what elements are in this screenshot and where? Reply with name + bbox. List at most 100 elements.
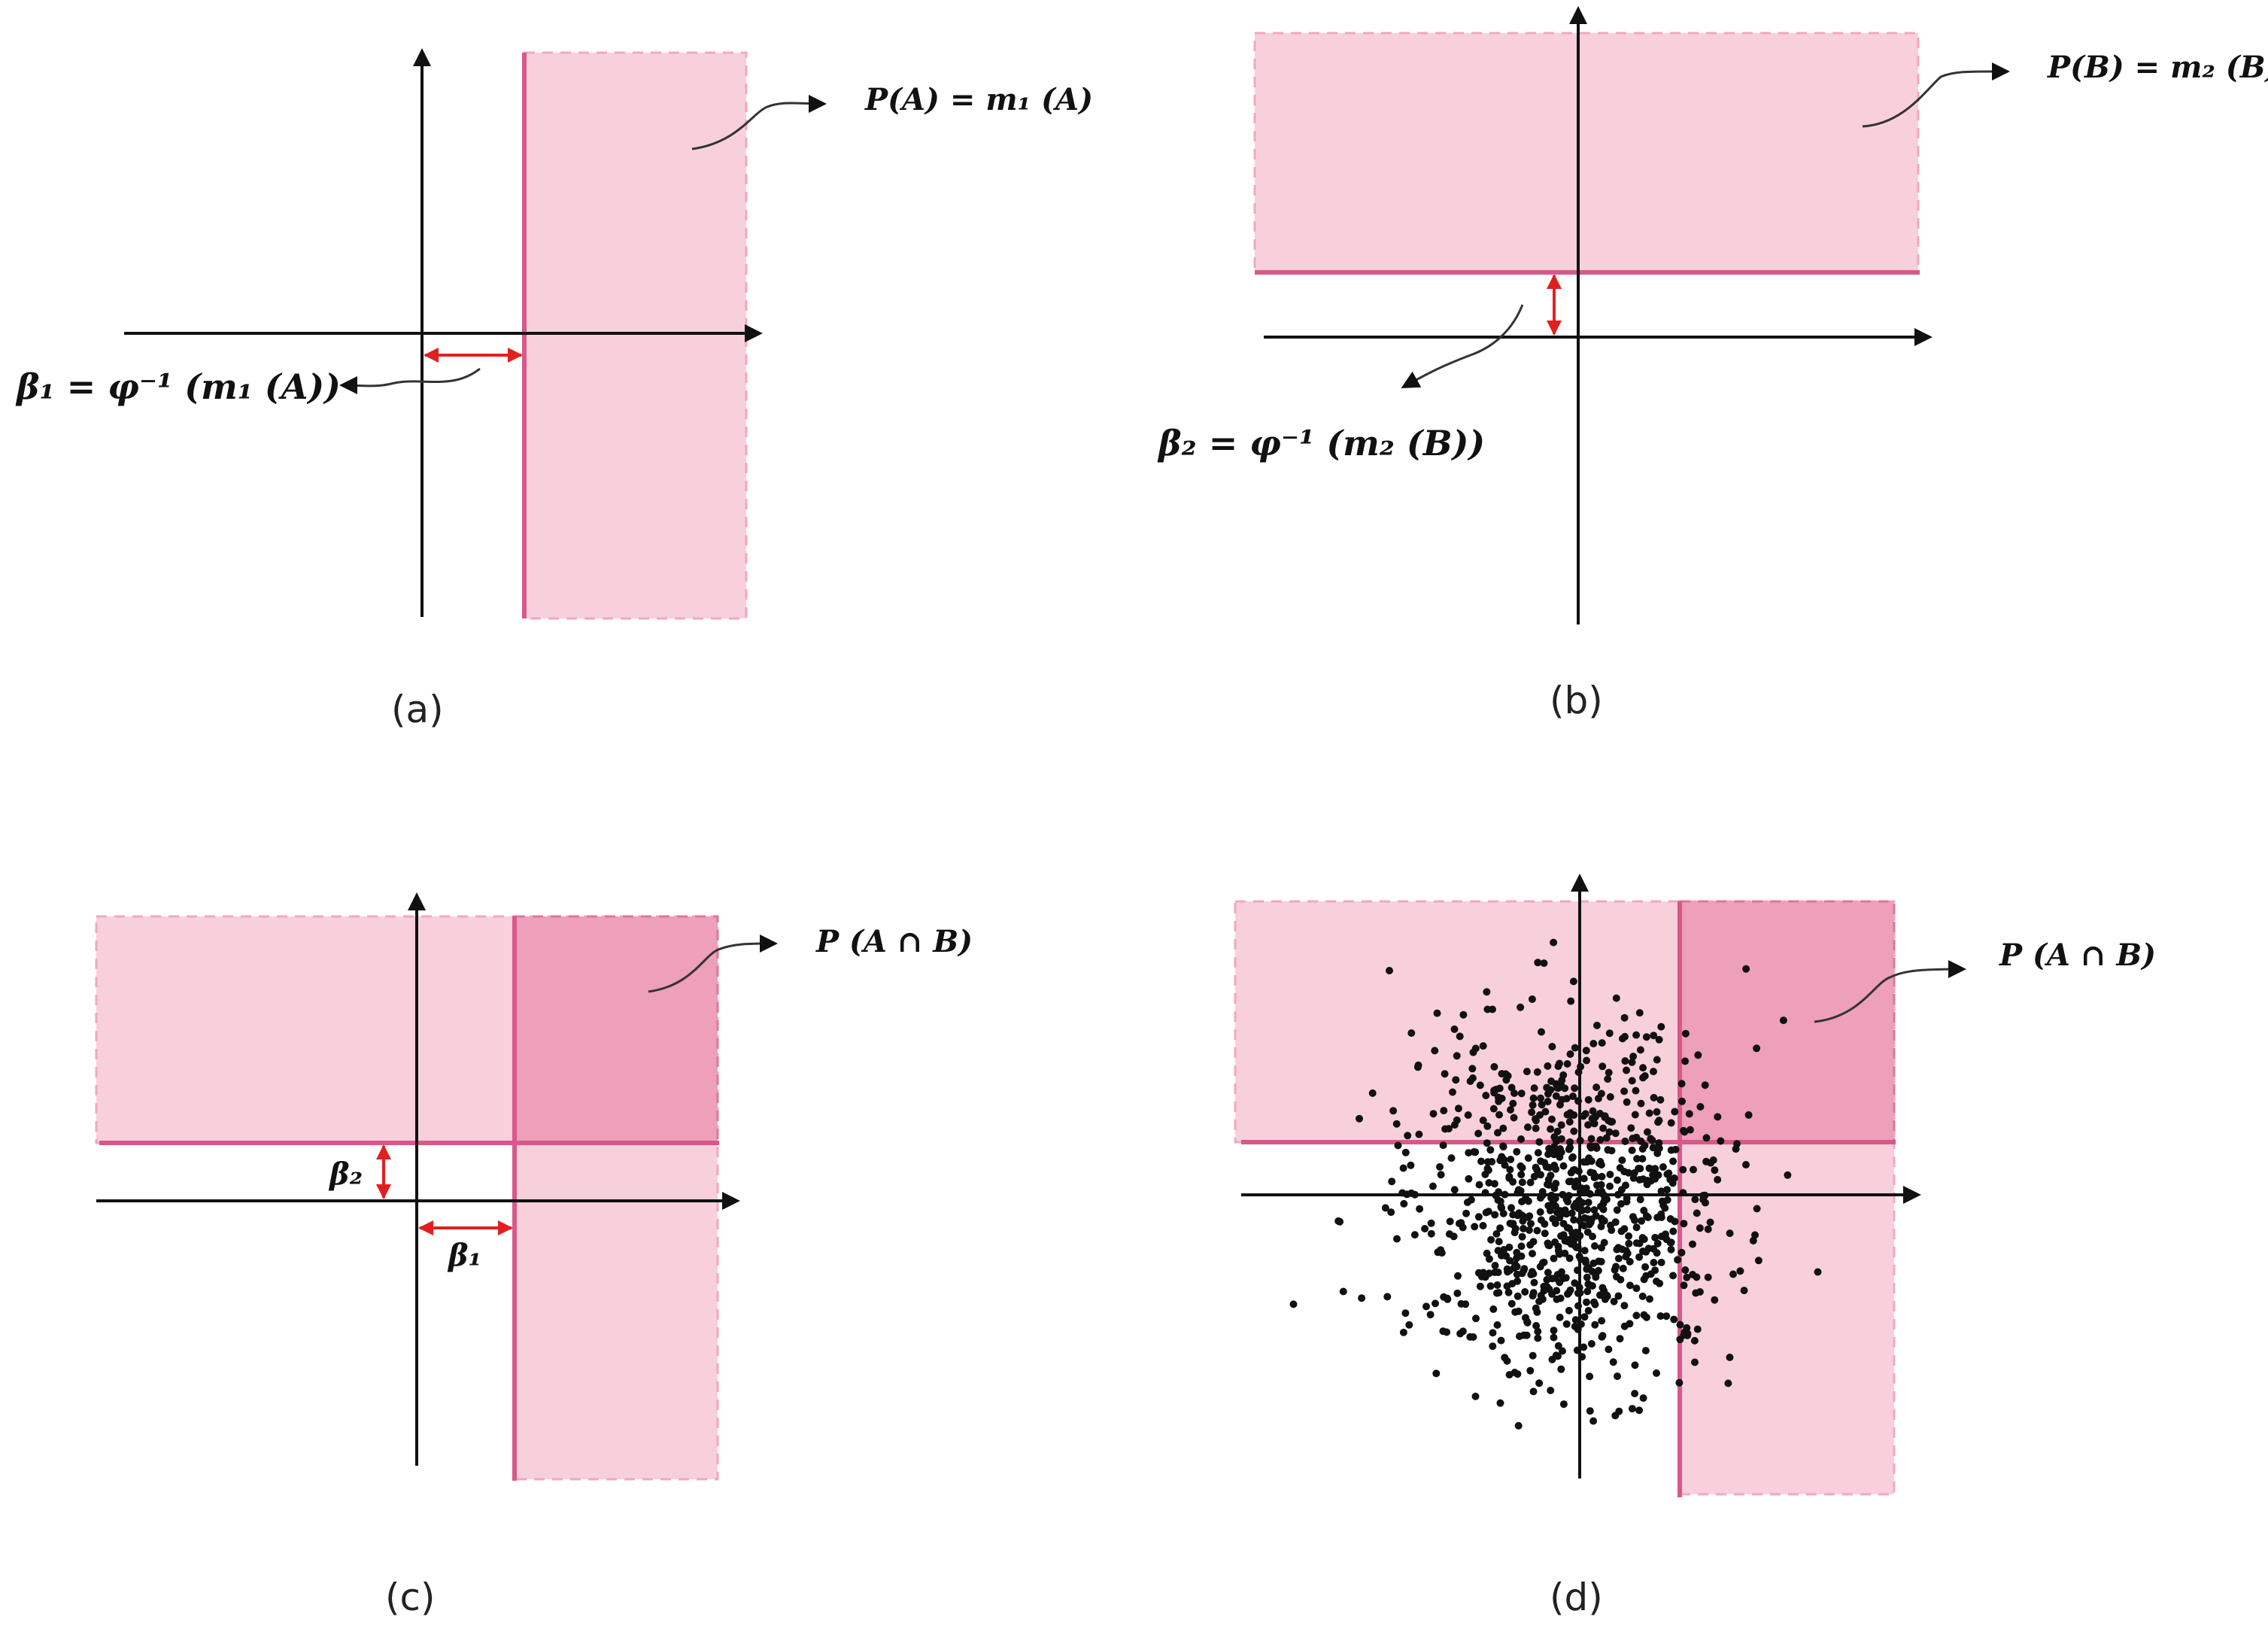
scatter-point <box>1627 1124 1635 1132</box>
scatter-point <box>1447 1154 1456 1162</box>
scatter-point <box>1535 1379 1544 1387</box>
caption-a: (a) <box>391 688 444 731</box>
scatter-point <box>1729 1270 1737 1278</box>
scatter-point <box>1649 1144 1657 1152</box>
scatter-point <box>1508 1220 1517 1229</box>
scatter-point <box>1538 1028 1545 1036</box>
scatter-point <box>1630 1168 1638 1177</box>
scatter-point <box>1498 1094 1506 1102</box>
scatter-point <box>1527 1220 1535 1228</box>
scatter-point <box>1498 1070 1506 1078</box>
scatter-point <box>1702 1157 1711 1165</box>
scatter-point <box>1591 1300 1599 1308</box>
scatter-point <box>1474 1129 1483 1138</box>
scatter-point <box>1580 1247 1589 1255</box>
leader-region-b <box>1862 62 2010 128</box>
scatter-point <box>1522 1314 1529 1322</box>
scatter-point <box>1631 1361 1639 1369</box>
scatter-point <box>1476 1282 1484 1290</box>
scatter-point <box>1541 1229 1549 1238</box>
scatter-point <box>1599 1062 1607 1071</box>
scatter-point <box>1584 1199 1592 1207</box>
scatter-point <box>1639 1064 1647 1072</box>
scatter-point <box>1651 1165 1659 1173</box>
scatter-point <box>1744 1111 1753 1119</box>
scatter-point <box>1593 1021 1601 1029</box>
scatter-point <box>1491 1211 1499 1219</box>
scatter-point <box>1388 1178 1396 1186</box>
scatter-point <box>1670 1315 1678 1323</box>
scatter-point <box>1640 1235 1648 1243</box>
scatter-point <box>1628 1077 1636 1085</box>
scatter-point <box>1696 1224 1704 1232</box>
intersection-label-c: P (A ∩ B) <box>815 924 973 959</box>
scatter-point <box>1517 1242 1526 1251</box>
scatter-point <box>1623 1249 1632 1257</box>
scatter-point <box>1678 1097 1686 1105</box>
scatter-point <box>1637 1099 1645 1108</box>
scatter-point <box>1489 1005 1496 1013</box>
scatter-point <box>1589 1417 1598 1425</box>
scatter-point <box>1650 1259 1658 1266</box>
scatter-point <box>1604 1146 1612 1154</box>
scatter-point <box>1601 1192 1609 1200</box>
scatter-point <box>1532 1124 1540 1132</box>
scatter-point <box>1526 1241 1535 1249</box>
scatter-point <box>1749 1237 1757 1244</box>
scatter-point <box>1779 1017 1787 1025</box>
scatter-point <box>1534 1149 1542 1157</box>
scatter-point <box>1814 1268 1822 1276</box>
scatter-point <box>1686 1126 1694 1134</box>
scatter-point <box>1386 967 1393 974</box>
scatter-point <box>1507 1106 1514 1114</box>
scatter-point <box>1533 1068 1541 1076</box>
scatter-point <box>1392 1120 1401 1128</box>
scatter-point <box>1530 1172 1538 1181</box>
scatter-point <box>1620 1322 1629 1330</box>
scatter-point <box>1605 1029 1614 1038</box>
scatter-point <box>1450 1121 1459 1129</box>
scatter-point <box>1550 1327 1558 1335</box>
scatter-point <box>1485 1179 1493 1187</box>
scatter-point <box>1596 1157 1605 1165</box>
scatter-point <box>1581 1257 1589 1265</box>
scatter-point <box>1571 1316 1580 1324</box>
scatter-point <box>1427 1219 1435 1227</box>
scatter-point <box>1696 1103 1705 1111</box>
scatter-point <box>1501 1354 1509 1362</box>
scatter-point <box>1601 1112 1609 1120</box>
scatter-point <box>1518 1178 1526 1187</box>
scatter-point <box>1587 1135 1595 1143</box>
scatter-point <box>1582 1047 1590 1055</box>
scatter-point <box>1438 1249 1446 1257</box>
scatter-point <box>1628 1058 1636 1066</box>
scatter-point <box>1487 1235 1495 1244</box>
scatter-point <box>1583 1265 1591 1273</box>
scatter-point <box>1597 1202 1605 1211</box>
scatter-point <box>1496 1399 1504 1407</box>
scatter-point <box>1683 1273 1691 1281</box>
scatter-point <box>1623 1198 1631 1206</box>
scatter-point <box>1633 1155 1641 1162</box>
scatter-point <box>1540 959 1548 968</box>
scatter-point <box>1551 1219 1559 1227</box>
scatter-point <box>1525 1226 1533 1234</box>
scatter-point <box>1550 1254 1558 1263</box>
scatter-point <box>1641 1141 1649 1150</box>
scatter-point <box>1704 1225 1712 1233</box>
scatter-point <box>1693 1273 1701 1281</box>
scatter-point <box>1504 1288 1513 1296</box>
scatter-point <box>1471 1392 1480 1400</box>
scatter-point <box>1394 1141 1402 1150</box>
scatter-point <box>1632 1284 1641 1293</box>
scatter-point <box>1605 1345 1613 1354</box>
scatter-point <box>1608 1226 1616 1234</box>
scatter-point <box>1726 1229 1734 1238</box>
scatter-point <box>1645 1164 1653 1172</box>
scatter-point <box>1439 1327 1447 1336</box>
scatter-point <box>1605 1128 1614 1136</box>
scatter-point <box>1681 1057 1690 1065</box>
scatter-point <box>1421 1225 1429 1232</box>
scatter-point <box>1619 1264 1627 1272</box>
scatter-point <box>1626 1257 1634 1266</box>
